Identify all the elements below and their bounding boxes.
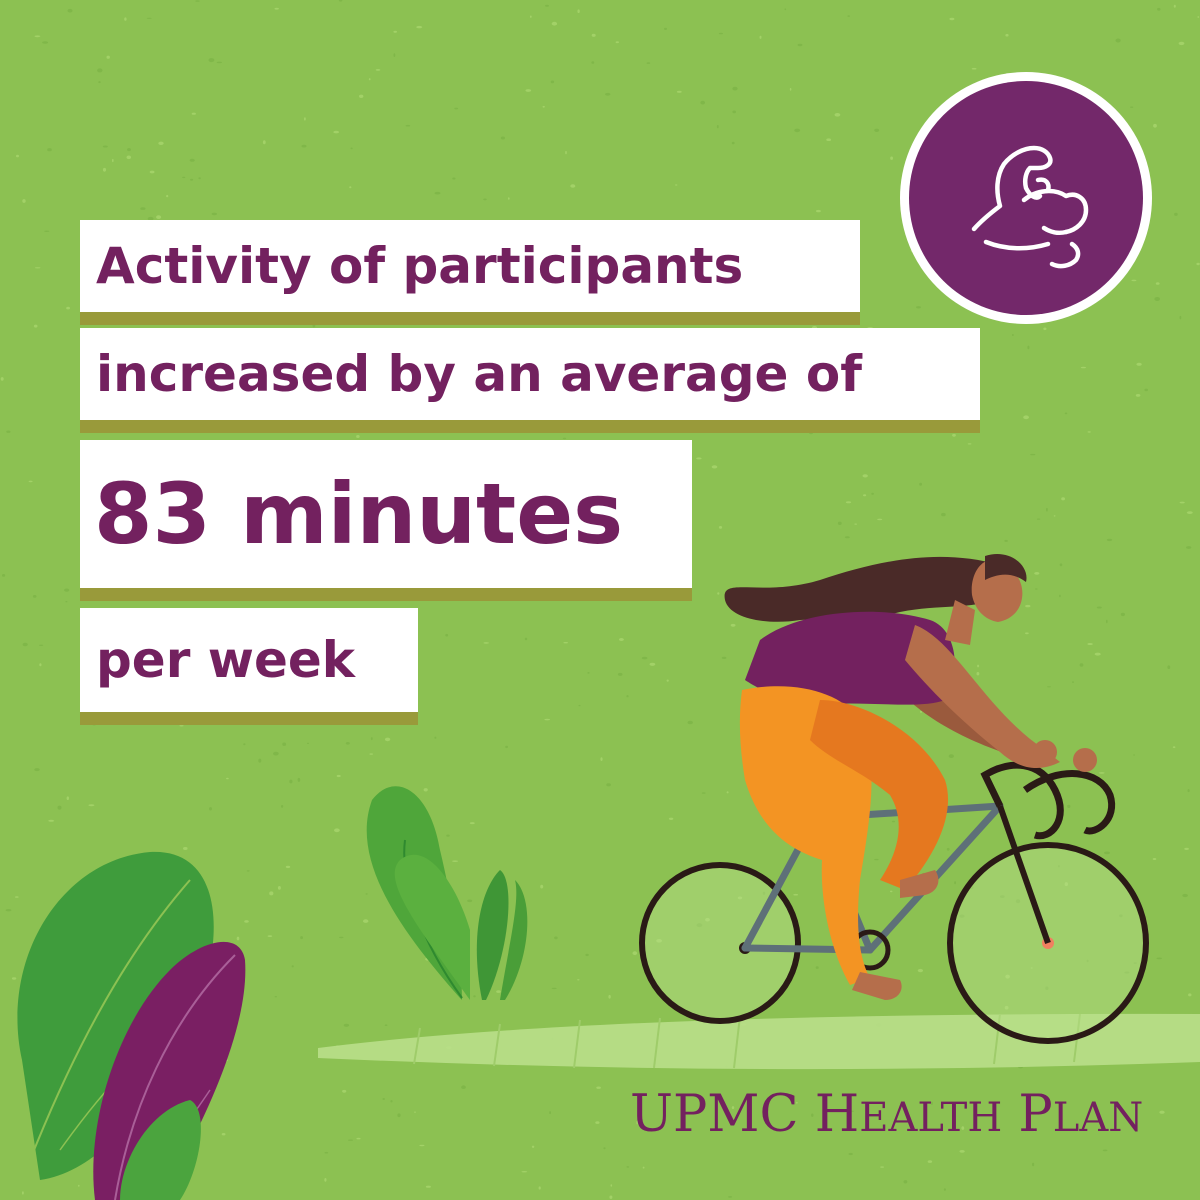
flexed-bicep-icon bbox=[971, 145, 1089, 269]
cyclist-illustration bbox=[639, 554, 1149, 1044]
headline-line-4: per week bbox=[80, 608, 418, 725]
headline-line-2: increased by an average of bbox=[80, 328, 980, 433]
left-leaves bbox=[17, 851, 246, 1200]
road-strip bbox=[318, 1013, 1200, 1070]
headline-line-1: Activity of participants bbox=[80, 220, 860, 325]
headline-line-3-highlight: 83 minutes bbox=[80, 440, 692, 601]
flexed-bicep-badge bbox=[900, 72, 1152, 324]
middle-plant bbox=[366, 786, 528, 1000]
upmc-health-plan-logo: UPMC HEALTH PLAN bbox=[630, 1085, 1144, 1144]
